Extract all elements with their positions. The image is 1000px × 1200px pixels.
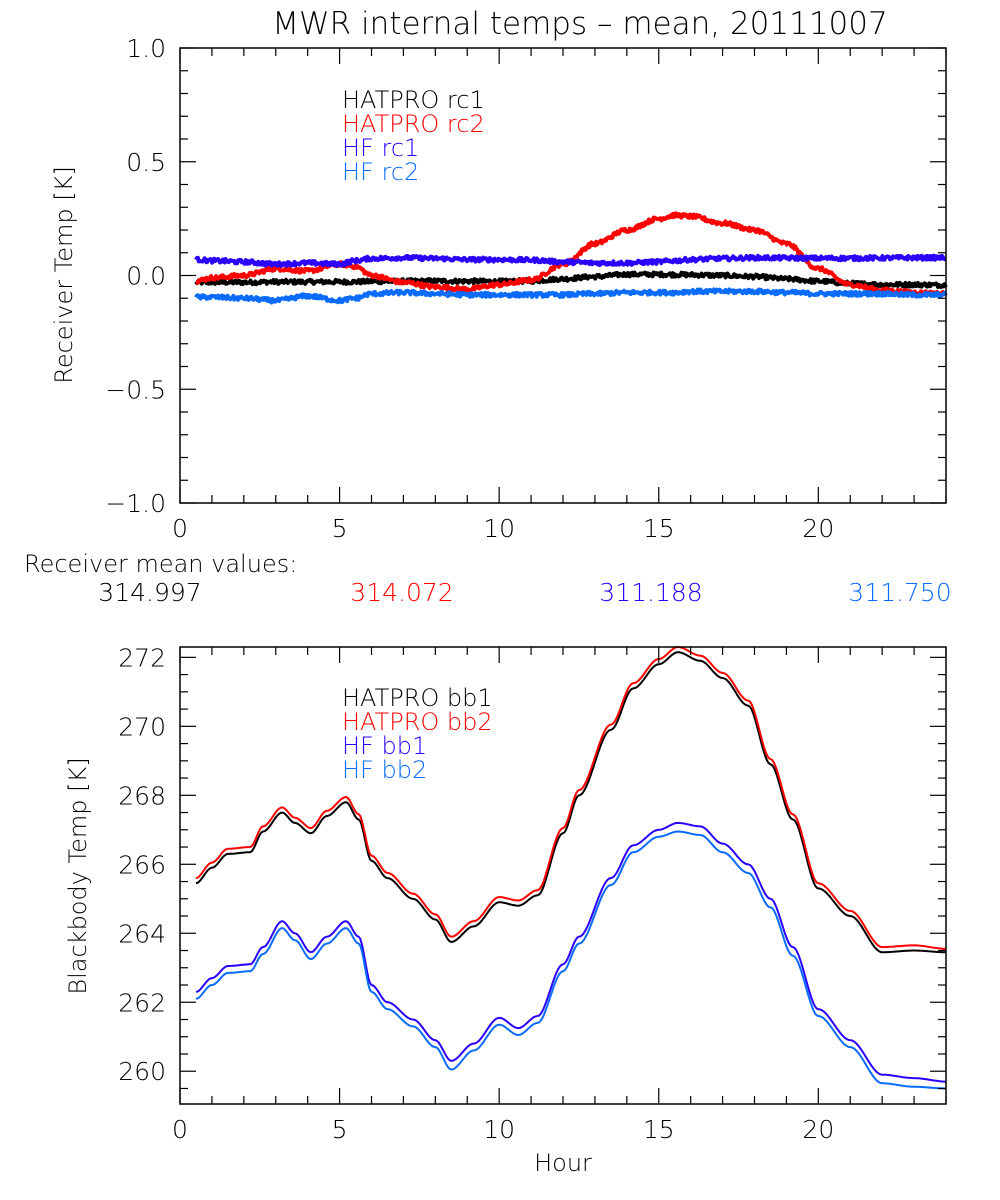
x-tick-label: 20 bbox=[802, 1115, 834, 1144]
series-line-hatpro-bb1 bbox=[195, 651, 946, 954]
y-axis-label: Receiver Temp [K] bbox=[50, 166, 78, 384]
plot-frame bbox=[179, 646, 947, 1105]
y-tick-label: 0.0 bbox=[126, 262, 166, 291]
x-tick-label: 0 bbox=[172, 514, 188, 543]
legend-entry: HATPRO rc1 bbox=[342, 86, 485, 114]
y-tick-label: 264 bbox=[118, 919, 166, 948]
x-tick-label: 5 bbox=[332, 514, 348, 543]
y-tick-label: −1.0 bbox=[105, 489, 166, 518]
x-tick-label: 5 bbox=[332, 1115, 348, 1144]
y-tick-label: 270 bbox=[118, 712, 166, 741]
y-tick-label: −0.5 bbox=[105, 375, 166, 404]
x-axis-label: Hour bbox=[534, 1149, 592, 1177]
legend-entry: HF rc1 bbox=[342, 134, 419, 162]
series-line-hf-rc2 bbox=[194, 287, 948, 305]
series-line-hatpro-bb2 bbox=[195, 646, 946, 950]
series-line-hatpro-rc1 bbox=[194, 270, 948, 289]
y-tick-label: 0.5 bbox=[126, 148, 166, 177]
figure-title: MWR internal temps – mean, 20111007 bbox=[272, 6, 887, 42]
legend-entry: HATPRO bb1 bbox=[342, 684, 493, 712]
y-tick-label: 272 bbox=[118, 643, 166, 672]
series-line-hf-rc1 bbox=[194, 253, 947, 268]
series-line-hf-bb1 bbox=[195, 821, 946, 1083]
x-tick-label: 15 bbox=[643, 1115, 675, 1144]
y-tick-label: 1.0 bbox=[126, 34, 166, 63]
y-axis-label: Blackbody Temp [K] bbox=[64, 757, 92, 994]
y-tick-label: 266 bbox=[118, 850, 166, 879]
mean-value-hatpro-rc1: 314.997 bbox=[98, 578, 201, 607]
mean-value-hf-rc2: 311.750 bbox=[848, 578, 951, 607]
legend-entry: HATPRO rc2 bbox=[342, 110, 485, 138]
series-line-hf-bb2 bbox=[195, 830, 946, 1090]
y-tick-label: 260 bbox=[118, 1057, 166, 1086]
x-tick-label: 10 bbox=[483, 514, 515, 543]
x-tick-label: 10 bbox=[483, 1115, 515, 1144]
legend-entry: HF bb2 bbox=[342, 756, 427, 784]
legend-entry: HF bb1 bbox=[342, 732, 427, 760]
mean-value-hf-rc1: 311.188 bbox=[599, 578, 702, 607]
x-tick-label: 15 bbox=[643, 514, 675, 543]
blackbody-temp-chart: 0 5 10 15 20 260 262 264 266 268 270 272 Blackbody… bbox=[64, 643, 947, 1177]
x-tick-label: 20 bbox=[802, 514, 834, 543]
x-tick-label: 0 bbox=[172, 1115, 188, 1144]
plot-frame bbox=[179, 47, 947, 504]
y-tick-label: 268 bbox=[118, 781, 166, 810]
mean-value-hatpro-rc2: 314.072 bbox=[350, 578, 453, 607]
mean-values-panel: Receiver mean values: 314.997 314.072 31… bbox=[24, 550, 952, 607]
receiver-temp-chart: 0 5 10 15 20 −1.0 −0.5 0.0 0.5 1.0 Receiver Temp… bbox=[50, 34, 948, 543]
y-tick-label: 262 bbox=[118, 988, 166, 1017]
mean-values-label: Receiver mean values: bbox=[24, 550, 297, 578]
legend-entry: HATPRO bb2 bbox=[342, 708, 493, 736]
legend-entry: HF rc2 bbox=[342, 158, 419, 186]
